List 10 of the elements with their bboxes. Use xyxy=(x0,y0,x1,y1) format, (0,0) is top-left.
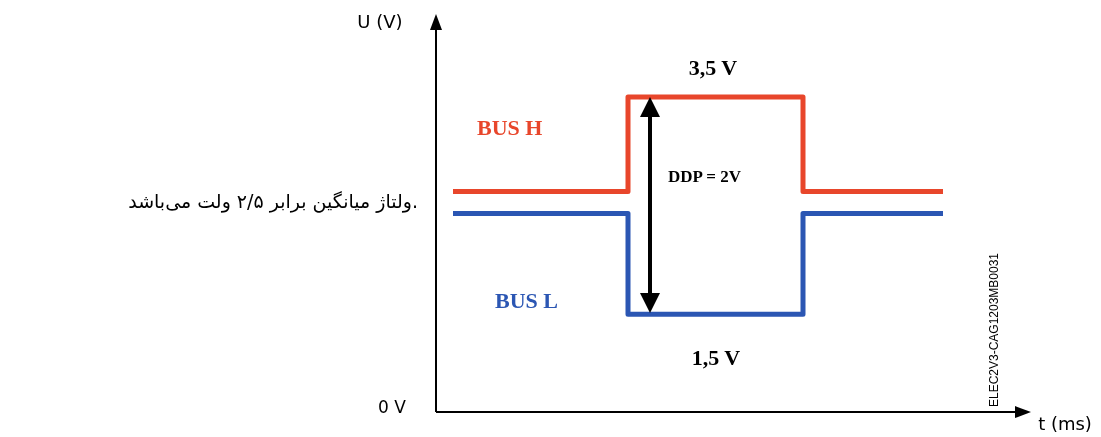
x-axis-title: t (ms) xyxy=(1038,413,1092,434)
y-axis-title: U (V) xyxy=(357,11,403,32)
text: BUS H xyxy=(477,115,543,140)
text: ولتاژ میانگین برابر ۲/۵ ولت می‌باشد. xyxy=(128,190,418,213)
text: 0 V xyxy=(378,397,407,417)
text: 3,5 V xyxy=(688,55,738,80)
text: BUS L xyxy=(495,288,558,313)
text: ELEC2V3-CAG1203MB0031 xyxy=(987,252,1001,408)
annotation: DDP = 2V xyxy=(668,167,742,186)
annotation: 1,5 V xyxy=(691,345,741,370)
